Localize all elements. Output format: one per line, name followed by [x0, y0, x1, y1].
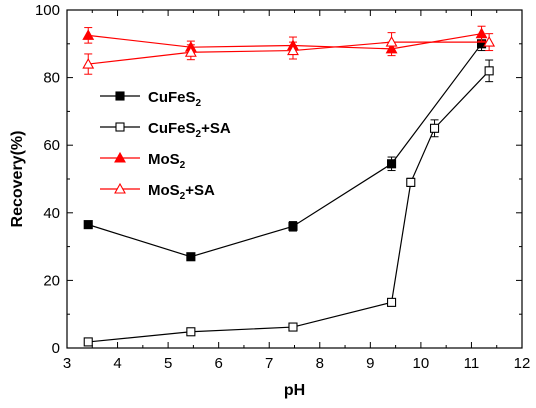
series-line — [88, 33, 482, 50]
legend-marker — [115, 122, 125, 132]
legend-entry-1: CuFeS2 — [100, 89, 202, 109]
legend-entry-3: MoS2 — [100, 151, 186, 171]
data-point — [288, 322, 298, 332]
x-tick-label: 9 — [366, 355, 374, 372]
series-layer — [82, 25, 496, 347]
x-tick-label: 6 — [214, 355, 222, 372]
legend-entry-4: MoS2+SA — [100, 182, 215, 202]
y-tick-label: 0 — [52, 340, 60, 357]
x-tick-label: 11 — [464, 355, 480, 372]
y-tick-label: 20 — [43, 272, 60, 289]
legend-marker — [114, 151, 126, 163]
data-point — [406, 177, 416, 187]
legend-marker — [114, 182, 126, 194]
legend: CuFeS2 CuFeS2+SA MoS2 MoS2+SA — [100, 89, 231, 202]
y-tick-label: 100 — [35, 2, 60, 19]
data-point — [483, 35, 496, 47]
series-line — [88, 70, 490, 343]
y-axis-title: Recovery(%) — [9, 131, 26, 228]
legend-label: CuFeS2+SA — [148, 120, 231, 140]
data-point — [83, 220, 93, 230]
data-point — [484, 66, 494, 76]
data-point — [186, 252, 196, 262]
data-point — [82, 57, 95, 69]
data-point — [387, 297, 397, 307]
data-point — [387, 159, 397, 169]
legend-entry-2: CuFeS2+SA — [100, 120, 231, 140]
data-point — [186, 327, 196, 337]
axis-ticks: 3 4 5 6 7 8 9 10 11 12 0 20 40 60 80 100 — [35, 2, 530, 372]
data-point — [288, 221, 298, 231]
x-tick-label: 5 — [164, 355, 172, 372]
data-point — [385, 35, 398, 47]
plot-frame — [66, 9, 523, 349]
legend-marker — [115, 91, 125, 101]
data-point — [429, 123, 440, 133]
legend-label: CuFeS2 — [148, 89, 202, 109]
data-point — [287, 44, 299, 56]
series-2 — [83, 59, 494, 347]
x-tick-label: 7 — [265, 355, 273, 372]
y-tick-label: 80 — [43, 70, 60, 87]
x-axis-title: pH — [284, 382, 305, 399]
y-tick-label: 40 — [43, 205, 60, 222]
data-point — [82, 29, 95, 40]
series-4 — [82, 32, 496, 75]
data-point — [475, 27, 488, 39]
legend-label: MoS2+SA — [148, 182, 215, 202]
x-tick-label: 8 — [316, 355, 324, 372]
x-tick-label: 4 — [113, 355, 121, 372]
y-tick-label: 60 — [43, 137, 60, 154]
data-point — [83, 337, 93, 347]
legend-label: MoS2 — [148, 151, 186, 171]
x-tick-label: 3 — [63, 355, 71, 372]
x-tick-label: 10 — [413, 355, 430, 372]
x-tick-label: 12 — [514, 355, 531, 372]
data-point — [184, 46, 197, 57]
